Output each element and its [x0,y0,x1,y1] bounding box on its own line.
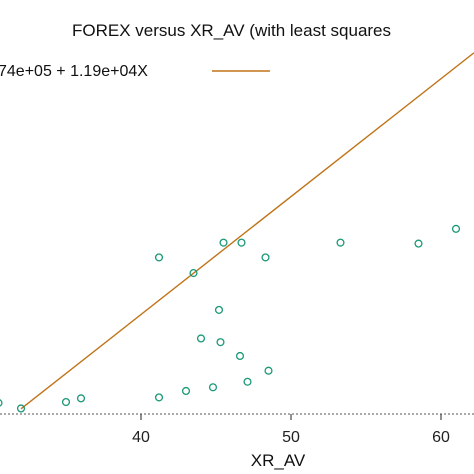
data-point [219,238,228,247]
data-point [243,377,252,386]
data-point [264,366,273,375]
data-point [216,338,225,347]
data-point [16,404,26,413]
data-point [181,386,191,396]
data-point [214,305,224,314]
x-axis-label: XR_AV [251,451,306,470]
data-point [61,397,71,407]
data-point [336,238,345,247]
data-point [235,351,245,361]
x-tick-label: 40 [132,429,150,446]
x-axis-ticks: 40 50 60 [132,414,450,446]
data-point [189,269,198,278]
legend-label: 74e+05 + 1.19e+04X [0,63,148,80]
legend: 74e+05 + 1.19e+04X [0,63,270,80]
data-point [208,383,218,392]
data-points [0,224,461,413]
data-point [76,394,86,403]
data-point [414,239,423,248]
x-tick-label: 60 [432,429,450,446]
data-point [154,393,164,402]
chart-title: FOREX versus XR_AV (with least squares [72,21,391,40]
data-point [0,399,3,407]
data-point [237,238,246,247]
data-point [451,224,461,233]
x-tick-label: 50 [282,429,300,446]
data-point [261,253,270,262]
data-point [196,334,206,343]
data-point [154,253,164,262]
least-squares-line [20,52,474,410]
